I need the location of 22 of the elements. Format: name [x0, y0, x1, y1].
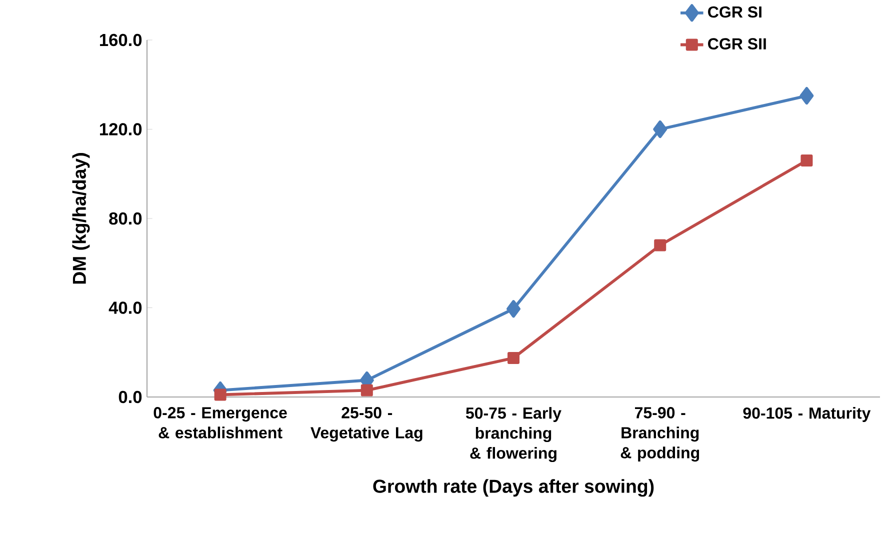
- x-tick-label: 75-90 - Branching & podding: [620, 407, 700, 462]
- point: [360, 384, 373, 396]
- legend-label: CGR SII: [708, 38, 766, 50]
- x-tick-label: 50-75 - Early branching & flowering: [466, 407, 562, 462]
- x-tick-label: 90-105 - Maturity: [743, 407, 871, 422]
- point: [654, 239, 666, 252]
- y-tick-label: 40.0: [108, 302, 142, 314]
- x-tick-label: 25-50 - Vegetative Lag: [310, 407, 422, 442]
- y-tick-label: 80.0: [109, 212, 142, 225]
- y-tick-label: 120.0: [100, 123, 142, 136]
- y-tick-label: 0.0: [118, 390, 142, 404]
- y-axis-title: DM (kg/ha/day): [72, 153, 90, 284]
- point: [800, 154, 813, 166]
- point: [653, 120, 668, 138]
- point: [214, 388, 226, 401]
- x-tick-label: 0-25 - Emergence & establishment: [154, 407, 287, 438]
- point: [800, 86, 814, 105]
- legend-label: CGR SI: [708, 6, 762, 18]
- point: [506, 300, 520, 318]
- point: [508, 352, 520, 364]
- x-axis-title: Growth rate (Days after sowing): [373, 479, 654, 497]
- y-tick-label: 160.0: [100, 34, 142, 46]
